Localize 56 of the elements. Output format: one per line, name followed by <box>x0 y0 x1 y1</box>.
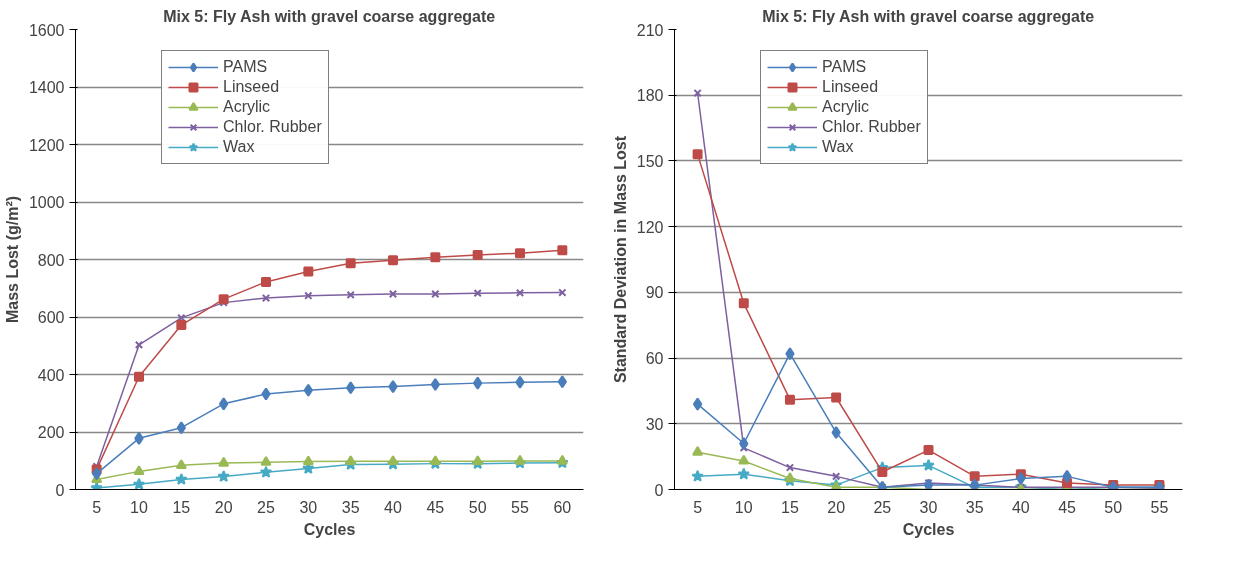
y-axis-title: Standard Deviation in Mass Lost <box>611 135 629 384</box>
x-tick-label: 25 <box>873 498 892 516</box>
x-tick-label: 20 <box>214 498 233 516</box>
x-tick-label: 55 <box>1150 498 1169 516</box>
x-tick-label: 50 <box>468 498 487 516</box>
legend-label: Acrylic <box>223 98 271 116</box>
x-tick-label: 25 <box>257 498 275 516</box>
y-tick-label: 1400 <box>28 79 65 96</box>
x-tick-label: 5 <box>693 498 703 516</box>
x-tick-label: 30 <box>919 498 938 516</box>
legend-label: PAMS <box>822 58 867 76</box>
x-tick-label: 10 <box>130 498 148 516</box>
y-tick-label: 0 <box>55 481 65 499</box>
y-tick-label: 600 <box>37 309 65 326</box>
x-tick-label: 50 <box>1104 498 1123 516</box>
x-tick-label: 60 <box>553 498 572 516</box>
y-tick-label: 60 <box>645 350 664 368</box>
legend-label: Chlor. Rubber <box>822 118 921 136</box>
x-tick-label: 45 <box>1058 498 1077 516</box>
chart-title: Mix 5: Fly Ash with gravel coarse aggregate <box>762 7 1095 25</box>
y-tick-label: 150 <box>636 152 664 170</box>
x-tick-label: 35 <box>341 498 360 516</box>
x-tick-label: 35 <box>965 498 984 516</box>
x-tick-label: 15 <box>172 498 191 516</box>
legend-label: Linseed <box>822 78 879 96</box>
y-tick-label: 90 <box>645 284 664 302</box>
y-tick-label: 1200 <box>28 136 65 154</box>
y-tick-label: 800 <box>37 251 65 269</box>
y-tick-label: 120 <box>636 218 664 236</box>
y-tick-label: 210 <box>636 21 664 39</box>
x-tick-label: 40 <box>1011 498 1030 516</box>
x-tick-label: 20 <box>827 498 846 516</box>
legend-label: Chlor. Rubber <box>223 118 322 136</box>
y-tick-label: 180 <box>636 87 664 105</box>
x-axis-title: Cycles <box>902 520 955 538</box>
y-tick-label: 1600 <box>28 21 65 39</box>
x-tick-label: 10 <box>734 498 753 516</box>
y-tick-label: 0 <box>654 481 664 499</box>
legend-label: Wax <box>822 138 854 156</box>
y-axis-title: Mass Lost (g/m²) <box>3 195 21 324</box>
y-tick-label: 400 <box>37 366 65 384</box>
legend-label: Wax <box>223 138 255 156</box>
x-axis-title: Cycles <box>303 520 356 538</box>
x-tick-label: 30 <box>299 498 318 516</box>
y-tick-label: 200 <box>37 424 65 441</box>
legend-label: Acrylic <box>822 98 870 116</box>
y-tick-label: 30 <box>645 415 664 433</box>
legend-label: PAMS <box>223 58 268 76</box>
x-tick-label: 15 <box>781 498 799 516</box>
chart-title: Mix 5: Fly Ash with gravel coarse aggregate <box>163 7 496 25</box>
legend-label: Linseed <box>223 78 280 96</box>
x-tick-label: 5 <box>92 498 102 516</box>
y-tick-label: 1000 <box>28 194 65 211</box>
x-tick-label: 55 <box>511 498 529 516</box>
x-tick-label: 45 <box>426 498 445 516</box>
x-tick-label: 40 <box>384 498 402 516</box>
